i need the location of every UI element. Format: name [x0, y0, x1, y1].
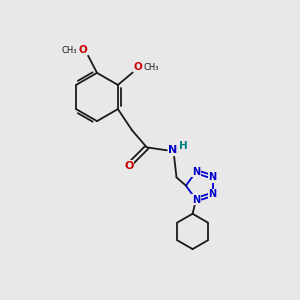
Text: H: H	[179, 141, 188, 151]
Text: O: O	[124, 160, 134, 171]
Text: N: N	[208, 189, 217, 199]
Text: N: N	[192, 167, 200, 177]
Text: O: O	[133, 62, 142, 72]
Text: O: O	[79, 45, 87, 55]
Text: CH₃: CH₃	[61, 46, 77, 55]
Text: N: N	[168, 145, 178, 155]
Text: CH₃: CH₃	[144, 63, 159, 72]
Text: N: N	[208, 172, 217, 182]
Text: N: N	[192, 195, 200, 205]
